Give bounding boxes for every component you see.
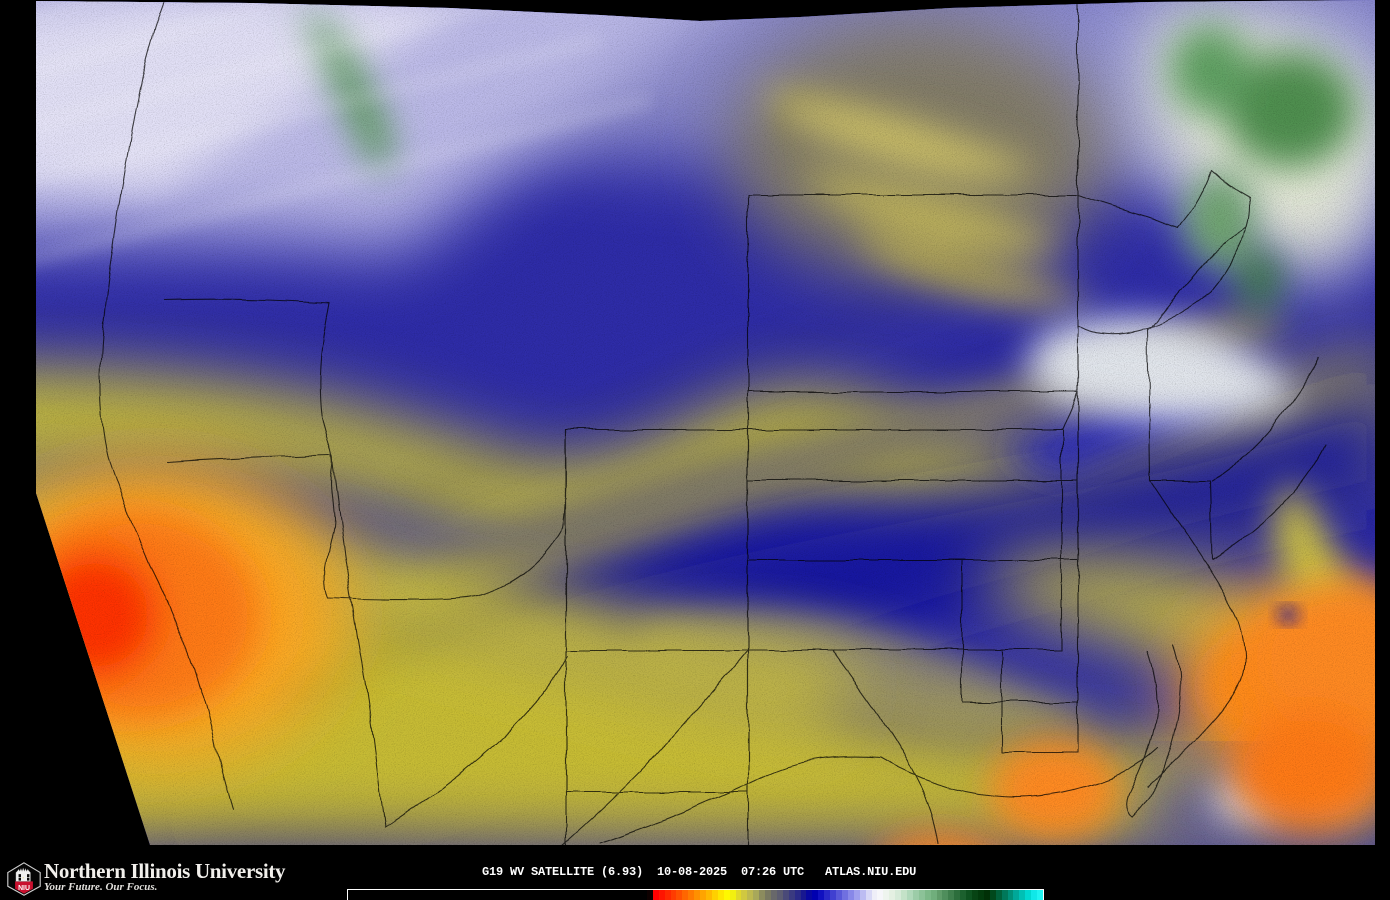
svg-text:NIU: NIU (18, 885, 30, 892)
